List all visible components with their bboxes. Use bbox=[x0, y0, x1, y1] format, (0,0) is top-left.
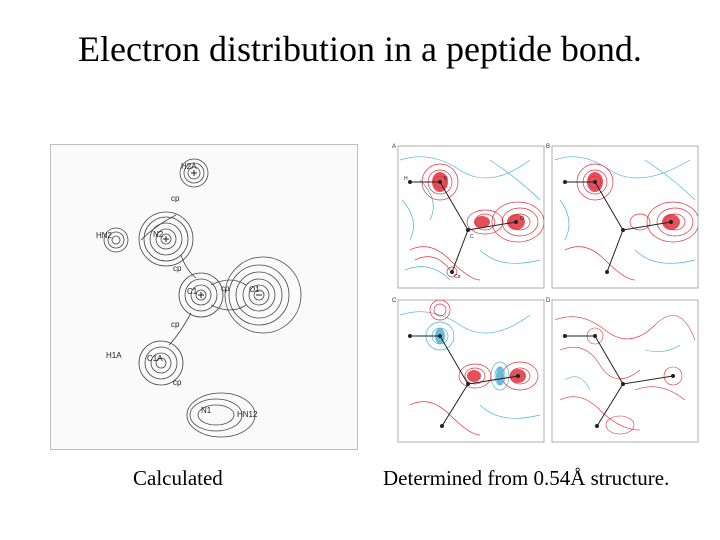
atom-label: Cα bbox=[454, 274, 461, 280]
atom-c1a-contours bbox=[138, 340, 184, 386]
panel-label: C bbox=[392, 298, 397, 304]
atom-n1-contours bbox=[186, 392, 256, 438]
panel-label: B bbox=[546, 144, 550, 150]
atom-label: H bbox=[404, 176, 408, 182]
caption-determined: Determined from 0.54Å structure. bbox=[383, 466, 670, 490]
atom-label: O1 bbox=[249, 285, 260, 294]
slide-title: Electron distribution in a peptide bond. bbox=[78, 29, 642, 69]
experimental-density-svg: A bbox=[392, 144, 699, 443]
atom-hn2-contours bbox=[103, 227, 129, 253]
experimental-density-maps: A bbox=[390, 140, 702, 446]
atom-label: H2A bbox=[181, 162, 197, 171]
panel-b: B bbox=[546, 144, 699, 289]
atom-c1-contours bbox=[178, 272, 224, 318]
atom-label: C1A bbox=[147, 354, 163, 363]
atom-h2a-contours bbox=[179, 158, 209, 188]
atom-label: HN2 bbox=[96, 231, 113, 240]
panel-a: A bbox=[392, 144, 545, 289]
atom-label: cp bbox=[171, 194, 180, 203]
atom-label: C bbox=[470, 234, 474, 240]
atom-label: C1 bbox=[187, 287, 198, 296]
atom-label: H1A bbox=[106, 351, 122, 360]
atom-n2-contours bbox=[138, 211, 194, 267]
panel-label: A bbox=[392, 144, 396, 150]
atom-label: N1 bbox=[201, 406, 212, 415]
atom-label: cp bbox=[173, 378, 182, 387]
atom-label: HN12 bbox=[237, 410, 258, 419]
calculated-density-svg: H2A cp N2 HN2 cp C1 cp O1 cp H1A C1A cp … bbox=[96, 158, 302, 438]
calculated-density-map: H2A cp N2 HN2 cp C1 cp O1 cp H1A C1A cp … bbox=[50, 144, 358, 450]
atom-label: cp bbox=[221, 284, 230, 293]
panel-label: D bbox=[546, 298, 551, 304]
panel-d: D bbox=[546, 298, 699, 443]
caption-calculated: Calculated bbox=[133, 466, 223, 490]
atom-label: cp bbox=[173, 264, 182, 273]
atom-label: O bbox=[520, 216, 524, 222]
atom-label: cp bbox=[171, 320, 180, 329]
atom-o1-contours bbox=[224, 256, 302, 334]
atom-label: N bbox=[444, 176, 448, 182]
atom-label: N2 bbox=[153, 230, 164, 239]
panel-c: C bbox=[392, 298, 545, 443]
